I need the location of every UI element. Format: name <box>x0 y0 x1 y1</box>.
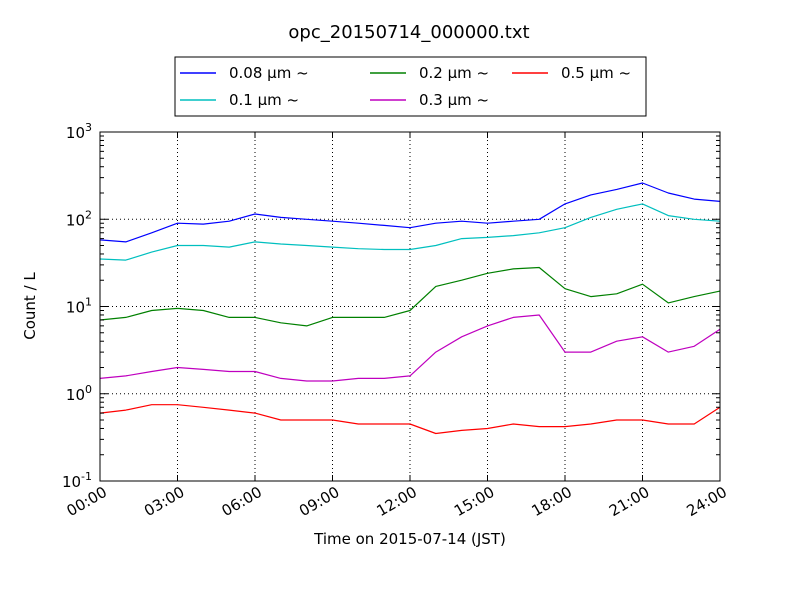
x-tick-label: 24:00 <box>684 483 730 520</box>
y-tick-label: 102 <box>66 208 92 229</box>
x-tick-label: 15:00 <box>451 483 497 520</box>
x-tick-label: 09:00 <box>296 483 342 520</box>
grid-lines <box>100 132 720 481</box>
x-axis-label: Time on 2015-07-14 (JST) <box>313 530 506 548</box>
legend-label: 0.5 μm ~ <box>561 64 631 82</box>
legend-entry: 0.2 μm ~ <box>370 64 489 82</box>
x-tick-labels: 00:00 03:00 06:00 09:00 12:00 15:00 18:00 21:00… <box>64 483 730 520</box>
legend-entry: 0.1 μm ~ <box>180 91 299 109</box>
series-line-4 <box>99 314 721 382</box>
y-tick-label: 101 <box>66 296 92 317</box>
legend-label: 0.08 μm ~ <box>229 64 309 82</box>
legend-entry: 0.08 μm ~ <box>180 64 309 82</box>
y-tick-label: 100 <box>66 383 92 404</box>
series-line-1 <box>99 182 721 243</box>
x-tick-label: 06:00 <box>219 483 265 520</box>
data-series <box>99 182 721 435</box>
series-line-5 <box>99 404 721 435</box>
y-tick-labels: 10-1 100 101 102 103 <box>62 121 92 491</box>
legend-label: 0.3 μm ~ <box>419 91 489 109</box>
y-axis-label: Count / L <box>21 272 39 340</box>
legend-label: 0.2 μm ~ <box>419 64 489 82</box>
legend-entry: 0.3 μm ~ <box>370 91 489 109</box>
axis-ticks <box>99 131 721 482</box>
x-tick-label: 21:00 <box>606 483 652 520</box>
legend-entry: 0.5 μm ~ <box>512 64 631 82</box>
x-tick-label: 18:00 <box>529 483 575 520</box>
y-tick-label: 103 <box>66 121 92 142</box>
x-tick-label: 12:00 <box>374 483 420 520</box>
y-tick-label: 10-1 <box>62 470 92 491</box>
series-line-2 <box>99 203 721 261</box>
series-line-3 <box>99 266 721 327</box>
legend: 0.08 μm ~ 0.1 μm ~ 0.2 μm ~ 0.3 μm ~ 0.5 μm … <box>174 56 647 117</box>
legend-label: 0.1 μm ~ <box>229 91 299 109</box>
legend-box <box>174 56 647 117</box>
x-tick-label: 03:00 <box>141 483 187 520</box>
chart-title: opc_20150714_000000.txt <box>288 22 529 43</box>
